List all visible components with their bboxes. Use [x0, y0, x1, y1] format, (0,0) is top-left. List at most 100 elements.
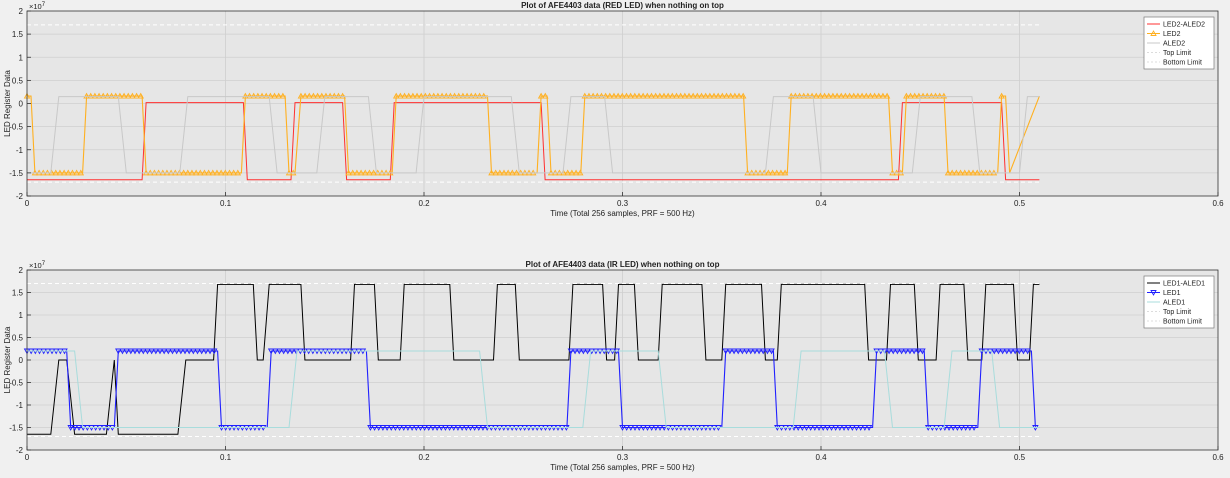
data-point — [811, 425, 819, 431]
data-point — [589, 92, 597, 99]
data-point — [837, 92, 845, 99]
y-tick-label: -1.5 — [9, 424, 23, 433]
data-point — [833, 92, 841, 99]
data-point — [829, 92, 837, 99]
data-point — [800, 92, 807, 99]
data-point — [115, 348, 122, 355]
data-point — [405, 92, 412, 99]
data-point — [492, 169, 499, 176]
data-point — [1007, 348, 1015, 355]
legend-label: Bottom Limit — [1163, 319, 1202, 326]
data-point — [898, 348, 905, 355]
data-point — [197, 169, 204, 176]
data-point — [271, 92, 278, 99]
data-point — [825, 92, 833, 99]
data-point — [685, 92, 693, 99]
data-point — [781, 169, 789, 176]
data-point — [673, 92, 680, 99]
data-point — [184, 169, 192, 176]
data-point — [152, 348, 160, 355]
data-point — [677, 92, 684, 99]
data-point — [945, 425, 953, 431]
y-tick-label: -0.5 — [9, 123, 23, 132]
data-point — [267, 92, 274, 99]
data-point — [476, 92, 483, 99]
data-point — [367, 425, 374, 431]
data-point — [747, 348, 754, 355]
data-point — [213, 169, 221, 176]
data-point — [850, 92, 858, 99]
series-line-led2-aled2 — [27, 102, 1040, 181]
data-point — [331, 92, 338, 99]
data-point — [995, 348, 1002, 355]
data-point — [842, 92, 849, 99]
legend-label: LED2-ALED2 — [1163, 22, 1205, 29]
legend-label: LED1-ALED1 — [1163, 281, 1205, 288]
data-point — [919, 92, 927, 99]
data-point — [192, 169, 200, 176]
data-point — [112, 92, 119, 99]
data-point — [119, 348, 126, 355]
data-point — [906, 348, 914, 355]
data-point — [123, 348, 130, 355]
data-point — [361, 169, 369, 176]
data-point — [438, 92, 446, 99]
data-point — [727, 92, 734, 99]
data-point — [430, 92, 437, 99]
y-exponent-label: ×107 — [29, 261, 46, 270]
data-point — [796, 92, 803, 99]
data-point — [664, 92, 672, 99]
data-point — [375, 425, 383, 431]
data-point — [496, 169, 504, 176]
data-point — [201, 169, 208, 176]
data-point — [60, 169, 68, 176]
y-tick-label: 1 — [19, 311, 24, 320]
data-point — [944, 169, 952, 176]
data-point — [635, 92, 643, 99]
data-point — [230, 169, 237, 176]
y-tick-label: 2 — [19, 266, 24, 275]
x-tick-label: 0 — [25, 453, 30, 462]
data-point — [392, 425, 399, 431]
data-point — [585, 92, 593, 99]
data-point — [803, 425, 810, 431]
data-point — [812, 92, 820, 99]
data-point — [769, 169, 776, 176]
y-tick-label: -1 — [16, 146, 24, 155]
data-point — [836, 425, 844, 431]
data-point — [429, 425, 437, 431]
x-tick-label: 0.1 — [220, 199, 232, 208]
data-point — [421, 425, 428, 431]
data-point — [353, 169, 361, 176]
data-point — [446, 425, 453, 431]
data-point — [56, 169, 64, 176]
data-point — [907, 92, 914, 99]
data-point — [140, 348, 147, 355]
data-point — [71, 425, 79, 431]
data-point — [865, 425, 873, 431]
data-point — [422, 92, 429, 99]
data-point — [120, 92, 128, 99]
data-point — [322, 92, 330, 99]
data-point — [936, 92, 943, 99]
data-point — [571, 348, 579, 355]
data-point — [472, 92, 479, 99]
data-point — [576, 169, 584, 176]
data-point — [217, 169, 225, 176]
data-point — [564, 169, 571, 176]
y-tick-label: 0.5 — [12, 76, 24, 85]
data-point — [652, 92, 659, 99]
data-point — [284, 348, 292, 355]
data-point — [644, 425, 651, 431]
data-point — [401, 92, 408, 99]
data-point — [234, 169, 242, 176]
data-point — [915, 92, 923, 99]
data-point — [991, 348, 998, 355]
data-point — [133, 92, 140, 99]
data-point — [185, 348, 193, 355]
data-point — [689, 92, 697, 99]
data-point — [954, 425, 961, 431]
data-point — [828, 425, 835, 431]
data-point — [652, 425, 660, 431]
data-point — [335, 92, 342, 99]
